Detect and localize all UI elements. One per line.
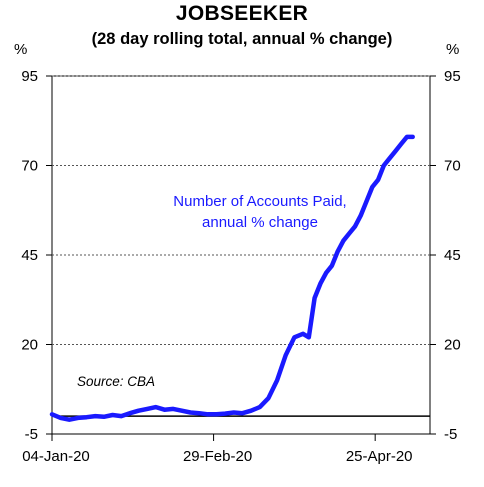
y-tick-label: 70 bbox=[21, 158, 38, 175]
x-tick-label: 04-Jan-20 bbox=[22, 448, 90, 465]
series-annotation: Number of Accounts Paid, annual % change bbox=[173, 193, 346, 231]
series-layer bbox=[49, 134, 415, 422]
y-tick-label: 95 bbox=[21, 68, 38, 85]
y-tick-label-right: 45 bbox=[444, 247, 461, 264]
annotation-line: Number of Accounts Paid, bbox=[173, 193, 346, 210]
series-line bbox=[49, 134, 415, 422]
annotation-line: annual % change bbox=[202, 214, 318, 231]
x-tick-label: 29-Feb-20 bbox=[183, 448, 252, 465]
x-tick-label: 25-Apr-20 bbox=[346, 448, 413, 465]
y-tick-label: -5 bbox=[25, 426, 38, 443]
right-axis-unit: % bbox=[446, 41, 460, 58]
x-axis: 04-Jan-20 29-Feb-20 25-Apr-20 bbox=[22, 434, 413, 465]
y-tick-label-right: 95 bbox=[444, 68, 461, 85]
y-tick-label: 20 bbox=[21, 337, 38, 354]
source-note: Source: CBA bbox=[77, 374, 155, 389]
y-axis-left: 95 70 45 20 -5 bbox=[21, 68, 52, 443]
chart-subtitle: (28 day rolling total, annual % change) bbox=[91, 30, 393, 48]
y-tick-label-right: 70 bbox=[444, 158, 461, 175]
grid-lines bbox=[52, 75, 430, 417]
y-tick-label: 45 bbox=[21, 247, 38, 264]
y-tick-label-right: -5 bbox=[444, 426, 457, 443]
y-axis-right: 95 70 45 20 -5 bbox=[430, 68, 461, 443]
y-tick-label-right: 20 bbox=[444, 337, 461, 354]
chart-title: JOBSEEKER bbox=[175, 2, 309, 25]
left-axis-unit: % bbox=[14, 41, 28, 58]
